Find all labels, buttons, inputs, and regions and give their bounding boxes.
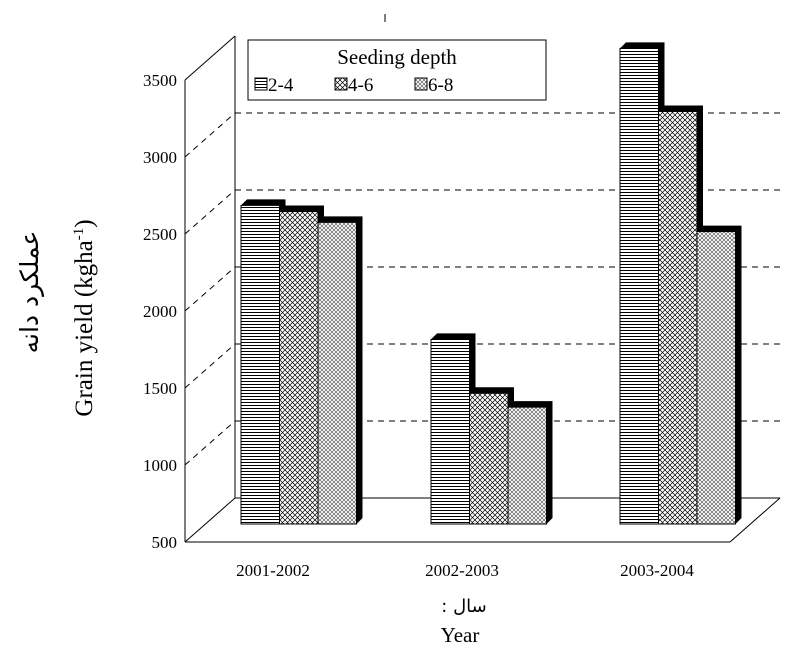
legend-swatch	[334, 77, 348, 91]
gridline-side	[184, 420, 236, 466]
legend-title: Seeding depth	[337, 45, 457, 69]
y-tick-label: 3500	[143, 71, 177, 90]
bars	[240, 42, 742, 525]
x-category-label: 2002-2003	[425, 561, 499, 580]
y-tick-label: 2000	[143, 302, 177, 321]
bar-face	[240, 204, 280, 525]
y-tick-label: 1000	[143, 456, 177, 475]
gridline-side	[184, 112, 236, 158]
legend-item: 2-4	[254, 75, 294, 96]
gridline-side	[184, 266, 236, 312]
bar	[430, 333, 476, 525]
bar	[240, 199, 286, 525]
gridline-side	[184, 189, 236, 235]
bar-face	[696, 231, 736, 525]
y-axis-title: Grain yield (kgha-1)	[71, 219, 98, 416]
x-axis-title-persian: : سال	[441, 596, 486, 617]
bar-face	[317, 221, 357, 525]
bar	[507, 401, 553, 525]
legend-label: 2-4	[268, 75, 294, 96]
x-axis-categories: 2001-2002 2002-2003 2003-2004	[236, 561, 694, 580]
gridline-side	[184, 343, 236, 389]
legend-label: 4-6	[348, 75, 373, 96]
bar-depth	[318, 216, 363, 524]
legend: Seeding depth 2-4 4-6 6-8	[247, 39, 547, 101]
y-tick-label: 3000	[143, 148, 177, 167]
bar-face	[279, 211, 319, 525]
y-axis-ticks: 500 1000 1500 2000 2500 3000 3500	[143, 71, 177, 552]
bar-face	[430, 338, 470, 525]
bar	[469, 387, 514, 525]
legend-box	[247, 39, 547, 101]
legend-swatch	[254, 77, 268, 91]
bar-depth	[697, 225, 742, 524]
legend-item: 6-8	[414, 75, 453, 96]
bar	[696, 225, 742, 525]
bar-face	[507, 406, 547, 525]
x-axis-title: Year	[441, 623, 480, 646]
x-category-label: 2001-2002	[236, 561, 310, 580]
bar	[279, 205, 324, 525]
bar	[317, 216, 363, 525]
legend-label: 6-8	[428, 75, 453, 96]
bar	[619, 42, 665, 525]
bar-face	[619, 47, 659, 525]
x-category-label: 2003-2004	[620, 561, 694, 580]
legend-swatch	[414, 77, 428, 91]
bar-depth	[508, 401, 553, 524]
y-tick-label: 2500	[143, 225, 177, 244]
y-tick-label: 1500	[143, 379, 177, 398]
y-axis-title-persian: عملکرد دانه	[15, 231, 44, 354]
bar-face	[658, 110, 698, 525]
legend-item: 4-6	[334, 75, 373, 96]
bar-face	[469, 392, 509, 525]
y-tick-label: 500	[152, 533, 178, 552]
bar	[658, 105, 703, 525]
